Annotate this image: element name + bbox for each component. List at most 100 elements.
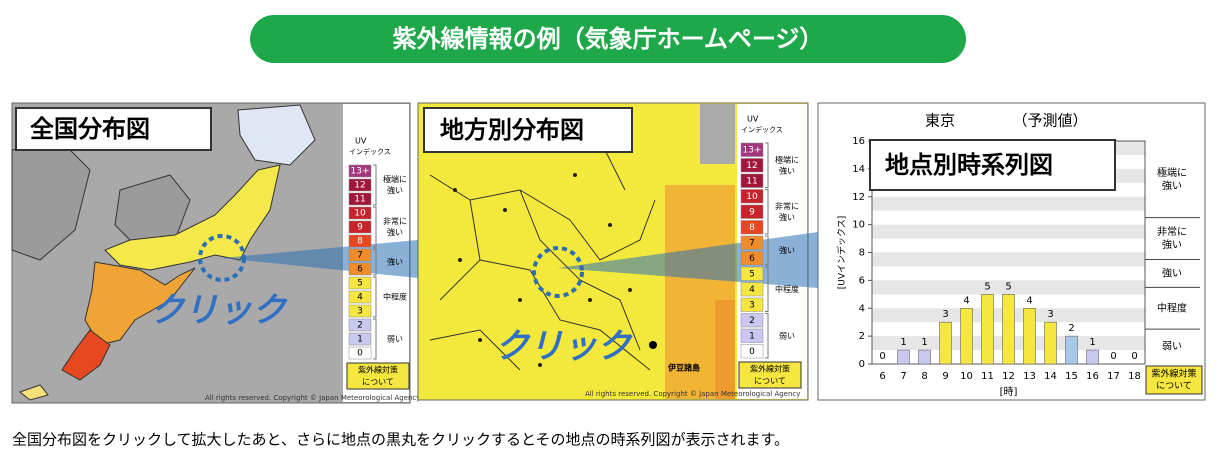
legend-level: 3 [357, 307, 363, 317]
band-label: 弱い [1162, 341, 1182, 353]
bar [918, 349, 931, 365]
legend-button-label: 紫外線対策 [358, 365, 398, 375]
islands-label: 伊豆諸島 [667, 363, 700, 373]
legend-swatch [740, 328, 764, 343]
legends: UVインデックス13+1211109876543210極端に強い非常に強い強い中… [346, 115, 802, 390]
legend-level: 4 [749, 285, 755, 295]
bar [981, 294, 994, 365]
band-label: 強い [387, 257, 403, 267]
y-axis-label: [UVインデックス] [836, 216, 848, 290]
y-tick-label: 16 [852, 136, 865, 147]
legend-button [346, 362, 410, 390]
legend-level: 3 [749, 300, 755, 310]
legend-swatch [348, 206, 372, 220]
southern-islands [61, 329, 111, 381]
value-label: 4 [1026, 295, 1032, 306]
legend-swatch [348, 164, 372, 178]
legend-swatch [740, 158, 764, 173]
band-label: 極端に [1157, 166, 1187, 179]
band-label: 強い [779, 245, 795, 255]
legend-subtitle: インデックス [741, 125, 783, 134]
legend-swatch [348, 178, 372, 192]
panel-label-box [15, 107, 212, 151]
station [649, 341, 657, 349]
grid-stripe [872, 196, 1145, 211]
bar [939, 321, 952, 365]
band-label: 強い [1162, 238, 1182, 251]
orange-area [715, 300, 735, 399]
legend-level: 1 [749, 331, 755, 341]
legend-level: 13+ [351, 167, 370, 177]
band-label: 中程度 [383, 292, 407, 302]
panel-title: 全国分布図 [30, 115, 150, 143]
click-hint: クリック [150, 291, 288, 331]
value-label: 4 [963, 295, 969, 306]
band-bracket [373, 318, 377, 360]
y-tick-label: 2 [859, 331, 865, 342]
legend-level: 2 [749, 316, 755, 326]
band-bracket [373, 164, 377, 206]
legend-swatch [348, 346, 372, 360]
header-pill [250, 15, 966, 63]
legend-swatch [740, 344, 764, 359]
click-hint: クリック [495, 327, 633, 367]
value-label: 0 [879, 351, 885, 362]
legend-swatch [348, 276, 372, 290]
band-bracket [373, 248, 377, 276]
legend-level: 8 [749, 223, 755, 233]
value-label: 1 [900, 337, 906, 348]
y-tick-label: 4 [859, 303, 865, 314]
legend-level: 5 [357, 279, 363, 289]
legend-swatch [348, 318, 372, 332]
band-label: 弱い [779, 331, 795, 340]
x-tick-label: 15 [1065, 371, 1078, 382]
stations [453, 173, 632, 367]
x-tick-label: 7 [900, 371, 906, 382]
grid-stripe [872, 224, 1145, 239]
bar [1086, 349, 1099, 365]
legend-swatch [740, 189, 764, 204]
grid-stripe [872, 280, 1145, 295]
legend-swatch [348, 262, 372, 276]
x-tick-label: 17 [1107, 371, 1120, 382]
band-label: 強い [387, 185, 403, 195]
value-label: 0 [1110, 351, 1116, 362]
bar [1002, 294, 1015, 365]
band-bracket [765, 235, 769, 266]
sea [700, 104, 735, 164]
click-target [532, 246, 584, 298]
legend-swatch [348, 192, 372, 206]
chart: 東京 （予測値）0246810121416[UVインデックス][時]6071819… [836, 112, 1203, 398]
legend-swatch [740, 220, 764, 235]
bar [1044, 321, 1057, 365]
legend-level: 0 [749, 347, 755, 357]
legend-swatch [348, 304, 372, 318]
legend-level: 7 [749, 238, 755, 248]
legend-level: 5 [749, 269, 755, 279]
x-tick-label: 10 [960, 371, 973, 382]
legend-level: 12 [354, 181, 365, 191]
value-label: 3 [1047, 309, 1053, 320]
value-label: 0 [1131, 351, 1137, 362]
value-label: 5 [984, 281, 990, 292]
legend-swatch [740, 235, 764, 250]
x-tick-label: 13 [1023, 371, 1036, 382]
copyright: All rights reserved. Copyright © Japan M… [205, 394, 420, 402]
panel-title: 地方別分布図 [440, 116, 584, 144]
legend-swatch [740, 251, 764, 266]
x-tick-label: 12 [1002, 371, 1015, 382]
legend-level: 11 [354, 195, 365, 205]
x-tick-label: 9 [942, 371, 948, 382]
y-tick-label: 0 [859, 359, 865, 370]
x-tick-label: 14 [1044, 371, 1057, 382]
legend-level: 12 [746, 161, 757, 171]
legend-level: 4 [357, 293, 363, 303]
legend-swatch [740, 266, 764, 281]
band-label: 非常に [1157, 225, 1187, 238]
x-axis-label: [時] [1000, 386, 1018, 398]
band-bracket [765, 189, 769, 235]
boundaries [429, 139, 656, 371]
copyright: All rights reserved. Copyright © Japan M… [585, 390, 800, 398]
band-label: 非常に [383, 216, 407, 226]
legend-level: 1 [357, 335, 363, 345]
